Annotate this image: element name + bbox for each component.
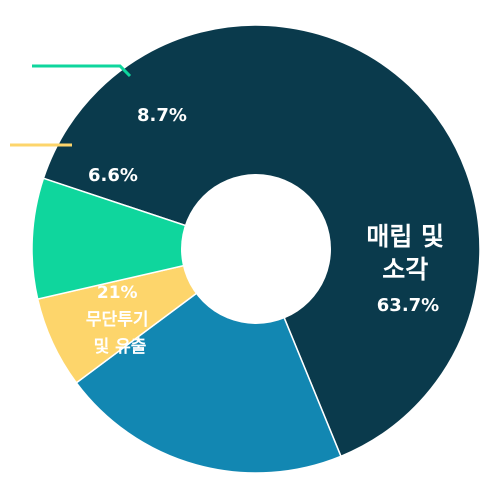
- slice-label-6-6: 6.6%: [88, 165, 138, 186]
- slice-label-landfill: 매립 및 소각 63.7%: [366, 222, 449, 316]
- slice-label-8-7: 8.7%: [137, 105, 187, 126]
- leader-line-8-7: [32, 64, 132, 78]
- slice-8-7: [31, 177, 259, 300]
- leader-lines: [10, 64, 132, 147]
- donut-hole: [181, 174, 331, 324]
- slice-labels: 매립 및 소각 63.7% 21% 무단투기 및 유출 6.6% 8.7%: [86, 105, 449, 357]
- slice-label-dumping: 21% 무단투기 및 유출: [86, 283, 154, 357]
